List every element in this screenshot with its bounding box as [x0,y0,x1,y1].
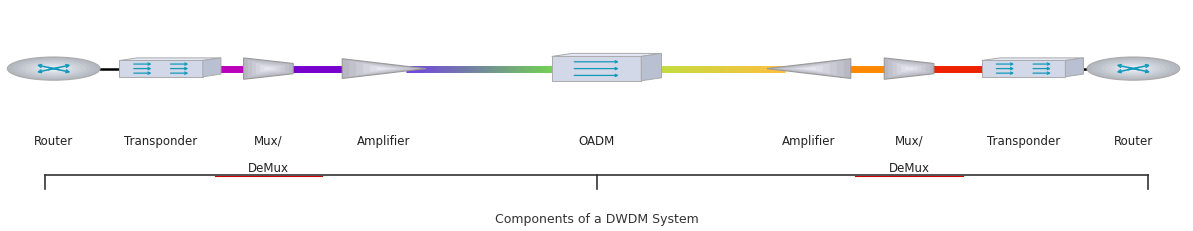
Polygon shape [982,61,1065,77]
Polygon shape [897,64,921,75]
Polygon shape [795,66,823,73]
Polygon shape [243,59,293,80]
Text: Components of a DWDM System: Components of a DWDM System [495,213,698,225]
Polygon shape [905,67,913,71]
Polygon shape [781,63,836,76]
Polygon shape [203,59,221,77]
Polygon shape [884,59,934,80]
Polygon shape [377,68,391,71]
Ellipse shape [1124,67,1143,72]
Polygon shape [892,62,926,76]
Polygon shape [248,61,289,78]
Polygon shape [342,59,426,79]
Ellipse shape [1096,60,1170,79]
Ellipse shape [1092,59,1175,80]
Text: Amplifier: Amplifier [358,134,410,147]
Polygon shape [252,62,285,76]
Text: Transponder: Transponder [124,134,198,147]
Polygon shape [551,54,661,57]
Polygon shape [350,61,419,77]
Ellipse shape [35,65,73,74]
Ellipse shape [1129,68,1138,70]
Polygon shape [642,54,661,82]
Polygon shape [265,67,272,71]
Ellipse shape [1119,66,1148,73]
Ellipse shape [44,67,63,72]
Ellipse shape [31,64,76,75]
Polygon shape [370,66,398,73]
Text: Mux/: Mux/ [254,134,283,147]
Polygon shape [551,57,642,82]
Polygon shape [787,64,830,74]
Ellipse shape [39,66,68,73]
Text: OADM: OADM [579,134,614,147]
Polygon shape [363,64,406,74]
Text: Router: Router [35,134,73,147]
Ellipse shape [1111,64,1156,75]
Ellipse shape [21,61,86,77]
Polygon shape [767,59,851,79]
Ellipse shape [1114,65,1152,74]
Polygon shape [774,61,843,77]
Ellipse shape [1101,61,1166,77]
Text: Amplifier: Amplifier [783,134,835,147]
Ellipse shape [1106,62,1161,76]
Ellipse shape [26,62,81,76]
Polygon shape [119,59,221,61]
Polygon shape [119,61,203,77]
Polygon shape [901,66,917,73]
Polygon shape [1065,59,1083,77]
Polygon shape [260,66,277,73]
Text: DeMux: DeMux [889,162,929,175]
Text: DeMux: DeMux [248,162,289,175]
Ellipse shape [1087,58,1180,81]
Polygon shape [982,59,1083,61]
Ellipse shape [17,60,91,79]
Polygon shape [889,61,929,78]
Ellipse shape [12,59,95,80]
Polygon shape [256,64,280,75]
Text: Transponder: Transponder [987,134,1061,147]
Text: Mux/: Mux/ [895,134,923,147]
Ellipse shape [7,58,100,81]
Polygon shape [357,63,412,76]
Polygon shape [802,68,816,71]
Text: Router: Router [1114,134,1152,147]
Ellipse shape [49,68,58,70]
